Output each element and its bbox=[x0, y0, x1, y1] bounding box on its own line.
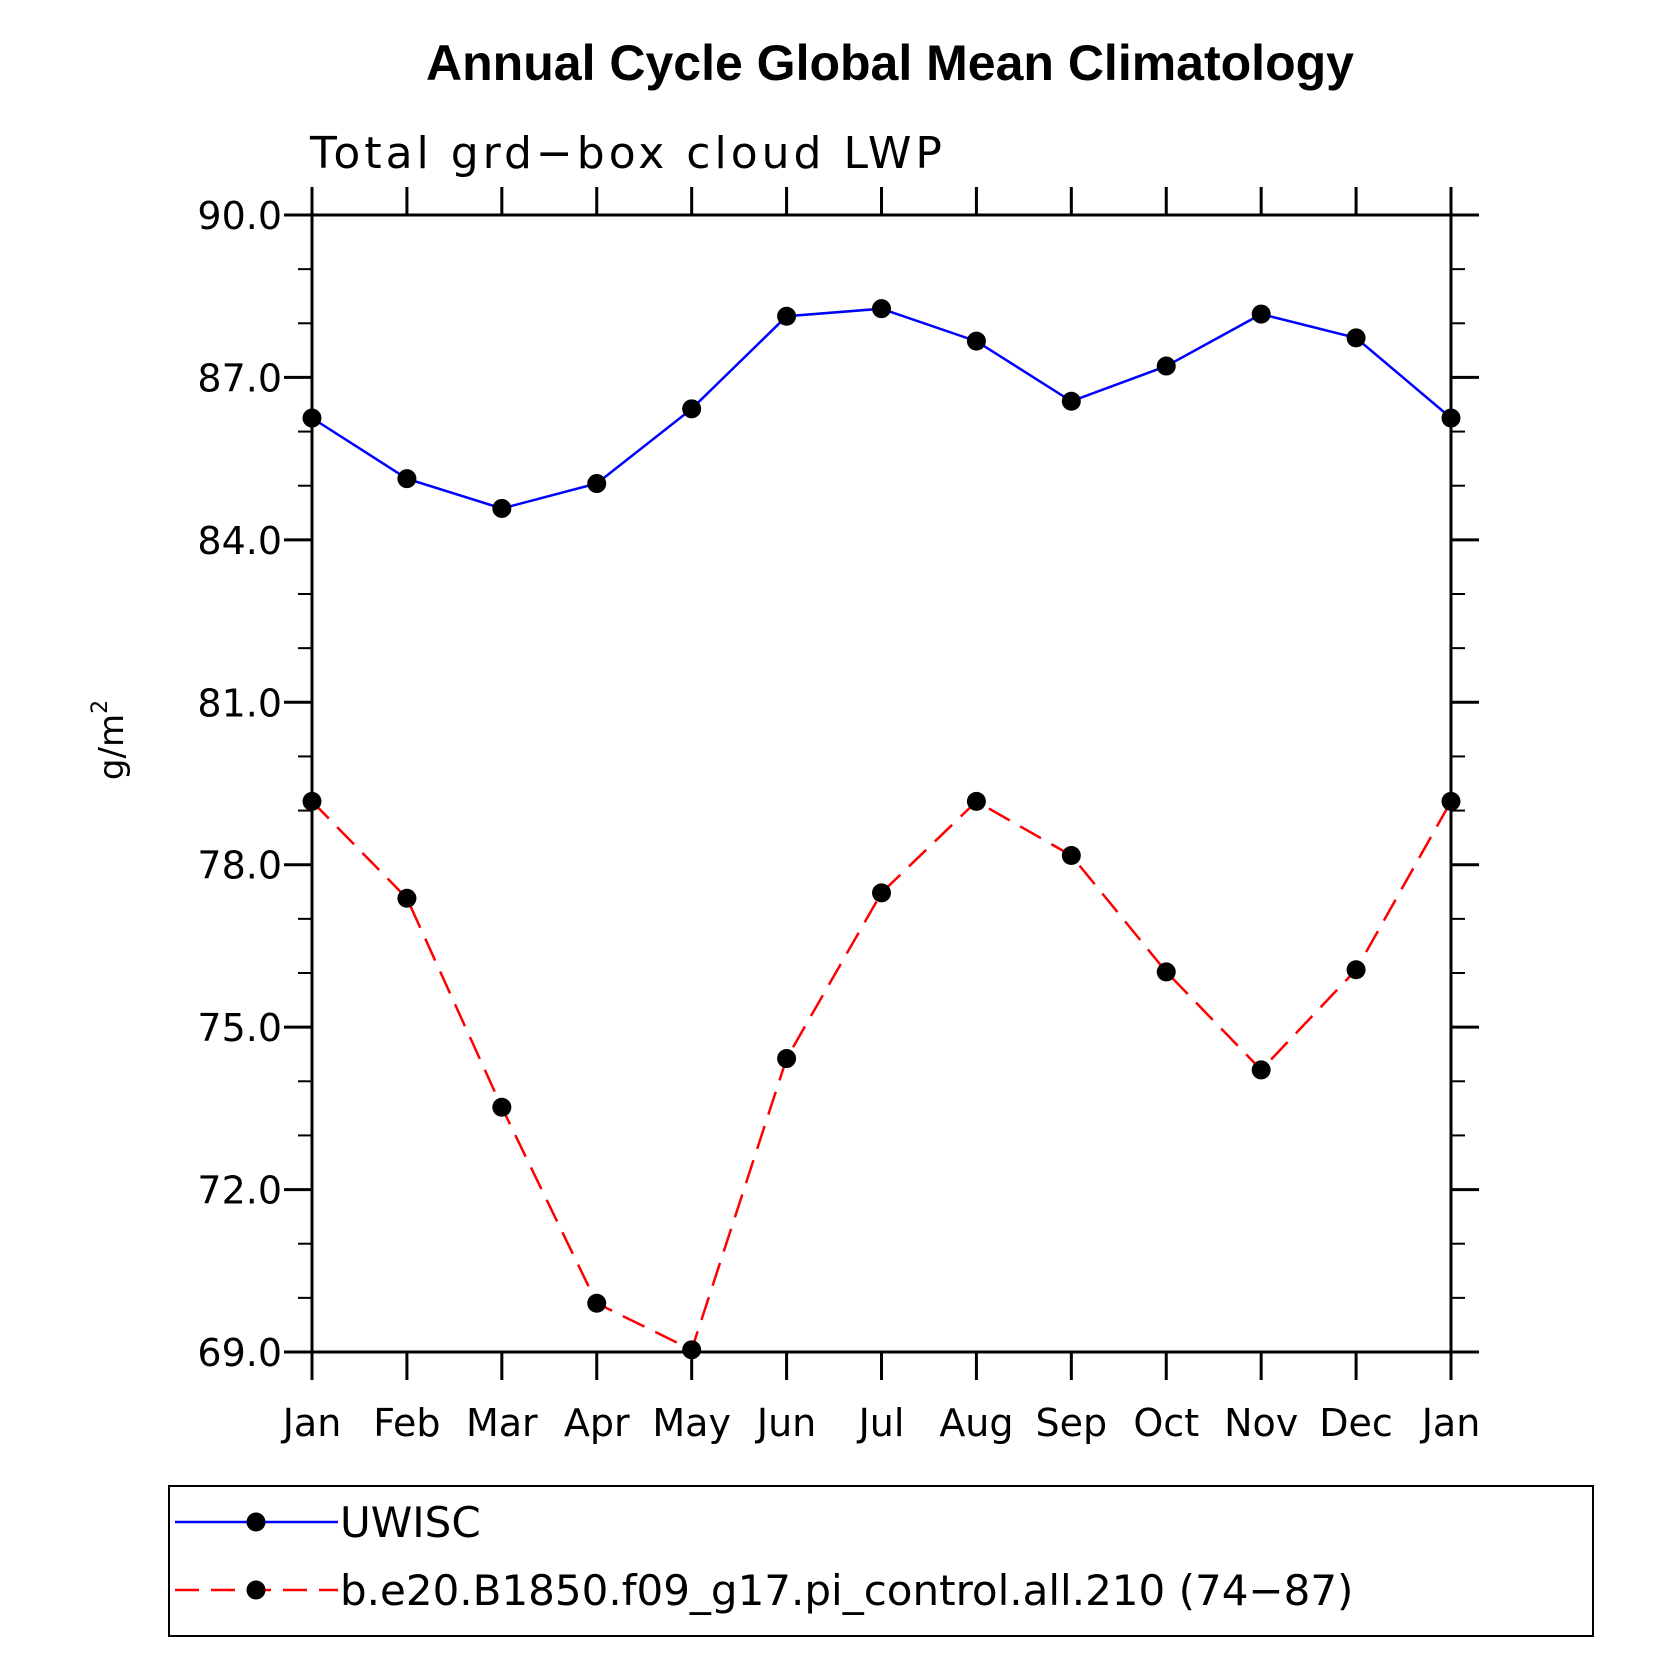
chart-subtitle: Total grd−box cloud LWP bbox=[309, 128, 946, 179]
x-tick-label: Apr bbox=[564, 1401, 630, 1445]
x-tick-label: Jun bbox=[755, 1401, 816, 1445]
series-0-point bbox=[302, 408, 322, 428]
series-0-point bbox=[777, 306, 797, 326]
series-0-point bbox=[397, 469, 417, 489]
series-0-point bbox=[492, 498, 512, 518]
series-1-point bbox=[397, 888, 417, 908]
series-0-point bbox=[872, 299, 891, 319]
y-tick-label: 69.0 bbox=[197, 1331, 282, 1375]
y-axis-label-base: g/m bbox=[92, 714, 132, 780]
legend-marker-1 bbox=[246, 1580, 266, 1600]
series-line-0 bbox=[311, 307, 1452, 510]
series-1-point bbox=[1156, 962, 1176, 982]
series-layer bbox=[302, 299, 1461, 1360]
x-tick-label: Jul bbox=[857, 1401, 905, 1445]
series-1-point bbox=[587, 1293, 607, 1313]
x-tick-label: Oct bbox=[1133, 1401, 1199, 1445]
series-1-point bbox=[966, 791, 986, 811]
x-tick-label: May bbox=[652, 1401, 731, 1445]
series-1-point bbox=[1061, 846, 1081, 866]
series-0-point bbox=[682, 399, 702, 419]
series-1-point bbox=[1441, 791, 1461, 811]
y-tick-label: 90.0 bbox=[197, 194, 282, 238]
series-1-point bbox=[1251, 1060, 1271, 1080]
x-tick-label: Sep bbox=[1036, 1401, 1108, 1445]
legend-marker-0 bbox=[246, 1512, 266, 1532]
x-tick-labels: Jan Feb Mar Apr May Jun Jul Aug Sep Oct Nov Dec Jan bbox=[281, 1401, 1481, 1445]
y-tick-label: 75.0 bbox=[197, 1006, 282, 1050]
series-0-point bbox=[1441, 408, 1461, 428]
x-tick-label: Jan bbox=[281, 1401, 342, 1445]
legend-label-0: UWISC bbox=[340, 1498, 481, 1547]
series-1-point bbox=[492, 1097, 512, 1117]
legend-label-1: b.e20.B1850.f09_g17.pi_control.all.210 (… bbox=[340, 1566, 1353, 1615]
series-0-point bbox=[1346, 328, 1366, 348]
series-0-point bbox=[1251, 304, 1271, 324]
y-tick-label: 72.0 bbox=[197, 1169, 282, 1213]
y-tick-label: 78.0 bbox=[197, 844, 282, 888]
series-1-point bbox=[777, 1049, 797, 1069]
series-1-point bbox=[1346, 960, 1366, 980]
x-tick-label: Jan bbox=[1420, 1401, 1481, 1445]
series-0-point bbox=[1061, 391, 1081, 411]
svg-text:g/m2: g/m2 bbox=[88, 700, 132, 780]
x-tick-label: Aug bbox=[939, 1401, 1013, 1445]
y-tick-label: 84.0 bbox=[197, 519, 282, 563]
y-tick-label: 81.0 bbox=[197, 681, 282, 725]
series-1-point bbox=[302, 791, 322, 811]
y-tick-label: 87.0 bbox=[197, 356, 282, 400]
legend-box bbox=[168, 1485, 1594, 1637]
y-axis-label: g/m2 bbox=[88, 700, 132, 780]
x-tick-label: Feb bbox=[373, 1401, 440, 1445]
series-1-point bbox=[872, 883, 891, 903]
chart-title: Annual Cycle Global Mean Climatology bbox=[426, 35, 1354, 91]
legend: UWISC b.e20.B1850.f09_g17.pi_control.all.… bbox=[175, 1498, 1353, 1615]
y-axis-label-superscript: 2 bbox=[88, 700, 113, 714]
x-tick-label: Mar bbox=[466, 1401, 538, 1445]
plot-frame bbox=[310, 213, 1453, 1354]
x-tick-label: Dec bbox=[1319, 1401, 1393, 1445]
series-0-point bbox=[587, 474, 607, 494]
series-0-point bbox=[966, 331, 986, 351]
series-0-point bbox=[1156, 356, 1176, 376]
y-tick-labels: 69.0 72.0 75.0 78.0 81.0 84.0 87.0 90.0 bbox=[197, 194, 282, 1375]
series-1-point bbox=[682, 1340, 702, 1360]
axis-ticks bbox=[284, 187, 1479, 1380]
x-tick-label: Nov bbox=[1224, 1401, 1298, 1445]
